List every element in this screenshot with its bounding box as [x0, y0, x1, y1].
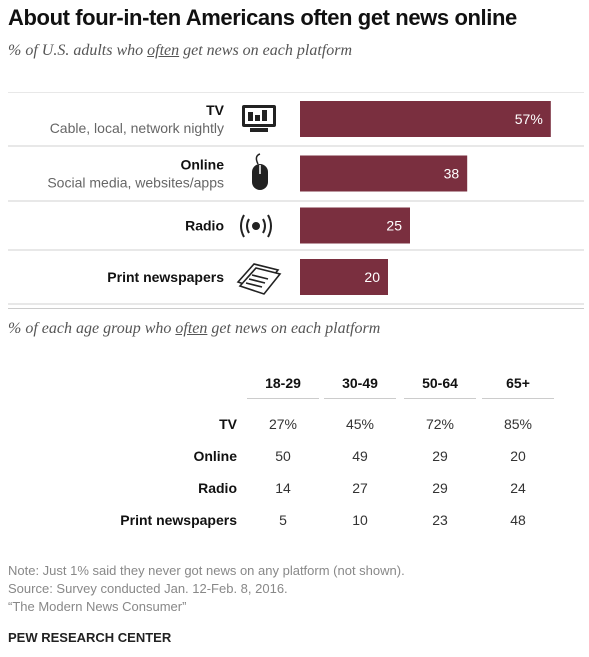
row-label: Online [193, 448, 237, 464]
table-cell: 45% [345, 416, 375, 432]
subtitle-text: % of U.S. adults who [8, 42, 148, 59]
column-header: 50-64 [422, 375, 458, 391]
bar-value-label: 25 [386, 218, 402, 234]
table-cell: 29 [432, 480, 448, 496]
column-header: 65+ [506, 375, 530, 391]
table-cell: 49 [352, 448, 368, 464]
table-cell: 5 [279, 512, 287, 528]
bar [300, 259, 388, 295]
brand-label: PEW RESEARCH CENTER [8, 630, 172, 645]
category-label: Radio [185, 218, 224, 234]
table-cell: 14 [275, 480, 291, 496]
column-header-underline [482, 398, 554, 399]
radio-icon [240, 214, 272, 238]
subtitle-text: % of each age group who [8, 320, 176, 337]
category-label: TV [206, 102, 225, 118]
bar-chart: TV Cable, local, network nightly 57% Online… [8, 92, 584, 305]
subtitle-emphasis: often [147, 42, 180, 59]
mouse-icon [252, 153, 268, 190]
bar-value-label: 20 [364, 269, 380, 285]
category-sublabel: Social media, websites/apps [47, 175, 224, 191]
source-line: Source: Survey conducted Jan. 12-Feb. 8,… [8, 581, 288, 596]
bar [300, 101, 551, 137]
table-cell: 20 [510, 448, 526, 464]
notes: Note: Just 1% said they never got news o… [8, 562, 405, 616]
row-label: Radio [198, 480, 237, 496]
table-subtitle: % of each age group who often get news o… [8, 320, 380, 338]
chart-title: About four-in-ten Americans often get ne… [8, 5, 517, 30]
subtitle-text: get news on each platform [207, 320, 381, 337]
table-cell: 29 [432, 448, 448, 464]
section-divider [8, 308, 584, 309]
bar [300, 155, 468, 192]
table-cell: 85% [503, 416, 533, 432]
bar [300, 207, 410, 244]
column-header-underline [324, 398, 396, 399]
category-label: Print newspapers [107, 269, 224, 285]
subtitle-emphasis: often [175, 320, 208, 337]
category-sublabel: Cable, local, network nightly [50, 120, 224, 136]
subtitle-text: get news on each platform [179, 42, 352, 59]
table-cell: 48 [510, 512, 526, 528]
category-label: Online [180, 157, 224, 173]
note-line: Note: Just 1% said they never got news o… [8, 563, 405, 578]
bar-value-label: 38 [444, 166, 460, 182]
column-header: 30-49 [342, 375, 378, 391]
report-title-line: “The Modern News Consumer” [8, 599, 187, 614]
table-cell: 50 [275, 448, 291, 464]
column-header-underline [404, 398, 476, 399]
table-cell: 10 [352, 512, 368, 528]
tv-icon [242, 105, 276, 132]
bar-value-label: 57% [515, 111, 543, 127]
column-header-underline [247, 398, 319, 399]
row-label: Print newspapers [120, 512, 237, 528]
newspaper-icon [236, 263, 282, 295]
table-cell: 23 [432, 512, 448, 528]
row-label: TV [219, 416, 237, 432]
column-header: 18-29 [265, 375, 301, 391]
table-cell: 27 [352, 480, 368, 496]
table-cell: 24 [510, 480, 526, 496]
chart-subtitle: % of U.S. adults who often get news on e… [8, 42, 352, 60]
table-cell: 72% [425, 416, 455, 432]
age-group-table: 18-29 30-49 50-64 65+ TV 27% 45% 72% 85% Online 50… [0, 370, 589, 540]
table-cell: 27% [268, 416, 298, 432]
